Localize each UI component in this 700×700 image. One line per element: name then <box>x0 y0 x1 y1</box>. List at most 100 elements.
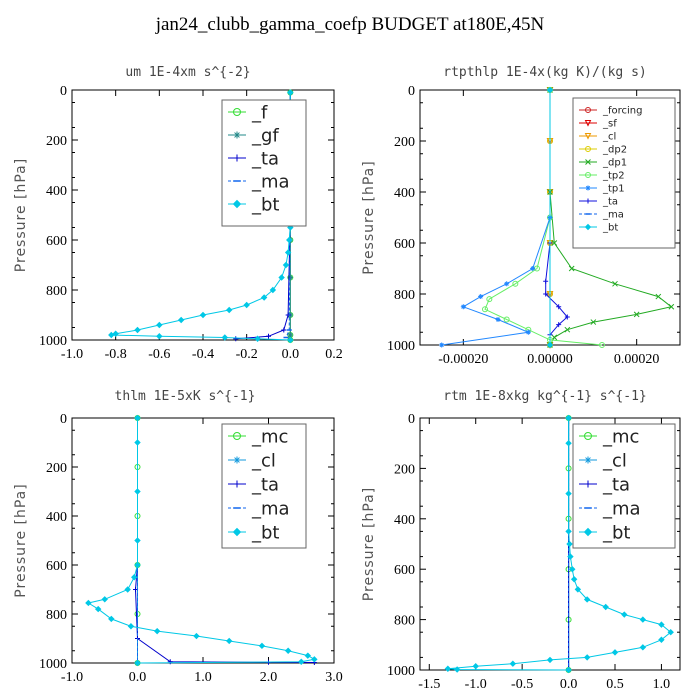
legend-label: _ma <box>251 171 290 192</box>
legend-label: _mc <box>251 426 288 447</box>
data-point <box>566 540 573 548</box>
data-point <box>304 652 312 659</box>
y-tick-label: 0 <box>408 84 415 99</box>
legend: _mc _cl _ta _ma _bt <box>572 423 676 549</box>
y-tick-label: 200 <box>46 461 67 476</box>
x-tick-label: 0.0 <box>282 347 300 362</box>
legend: _mc _cl _ta _ma _bt <box>221 423 307 549</box>
data-point <box>134 659 141 667</box>
data-point <box>565 528 572 535</box>
data-point <box>284 249 292 256</box>
data-point <box>504 281 510 287</box>
data-point <box>543 278 549 284</box>
legend: _forcing _sf _cl _dp2 _dp1 _tp2 _tp1 _ta _ma _bt <box>572 97 676 249</box>
x-tick-label: 1.0 <box>194 670 212 685</box>
data-point <box>134 326 141 334</box>
data-point <box>565 666 572 674</box>
panel-rtpthlp: rtpthlp 1E-4x(kg K)/(kg s) Pressure [hPa]… <box>361 65 681 367</box>
legend-label: _tp1 <box>602 184 625 195</box>
legend-label: _sf <box>602 119 617 130</box>
data-point <box>565 490 572 497</box>
data-point <box>546 86 554 94</box>
x-tick-label: 0.0 <box>129 670 147 685</box>
panel-um: um 1E-4xm s^{-2} Pressure [hPa] 0 200 400 600… <box>13 65 343 362</box>
legend-marker <box>585 198 591 204</box>
data-point <box>85 599 92 607</box>
data-point <box>134 537 141 544</box>
data-point <box>602 603 609 611</box>
data-point <box>612 280 618 287</box>
legend-label: _forcing <box>602 106 643 117</box>
data-point <box>287 275 293 280</box>
legend-label: _ta <box>251 474 279 495</box>
y-tick-label: 800 <box>46 284 67 299</box>
y-tick-label: 600 <box>46 559 67 574</box>
legend-label: _gf <box>251 125 279 146</box>
x-tick-label: 0.5 <box>606 677 624 692</box>
data-point <box>567 553 574 560</box>
data-point <box>266 333 271 339</box>
data-point <box>199 311 207 319</box>
legend-box <box>221 423 307 549</box>
data-point <box>153 627 161 635</box>
data-point <box>453 666 461 673</box>
panel-rtm: rtm 1E-8xkg kg^{-1} s^{-1} Pressure [hPa]… <box>361 389 681 692</box>
y-tick-label: 200 <box>46 134 67 149</box>
legend-label: _dp2 <box>602 145 627 156</box>
x-tick-label: -0.00020 <box>438 352 488 367</box>
data-point <box>590 319 597 325</box>
y-tick-label: 400 <box>46 510 67 525</box>
y-tick-label: 400 <box>46 184 67 199</box>
x-tick-label: -0.5 <box>511 677 533 692</box>
x-tick-label: -1.0 <box>465 677 487 692</box>
legend: _f_gf_ta_ma_bt <box>221 99 307 227</box>
data-point <box>134 414 141 422</box>
legend-marker <box>233 154 241 162</box>
data-point <box>633 311 640 318</box>
legend-box <box>572 423 676 549</box>
y-axis-label: Pressure [hPa] <box>13 158 29 272</box>
data-point <box>546 341 554 349</box>
data-point <box>287 336 294 344</box>
y-axis-label: Pressure [hPa] <box>361 160 377 274</box>
legend-label: _ma <box>602 498 641 519</box>
data-point <box>101 596 108 603</box>
legend-marker <box>585 172 591 178</box>
data-point <box>221 334 229 341</box>
legend-marker <box>233 456 241 464</box>
y-tick-label: 600 <box>394 237 415 252</box>
data-point <box>486 296 493 303</box>
data-point <box>444 665 452 672</box>
legend-label: _bt <box>602 223 618 234</box>
legend-marker <box>232 527 242 537</box>
legend-marker <box>233 432 241 440</box>
series-bt <box>85 414 318 667</box>
data-point <box>439 342 445 348</box>
x-tick-label: -1.5 <box>418 677 440 692</box>
data-point <box>131 574 138 581</box>
x-tick-label: -0.8 <box>105 347 127 362</box>
data-point <box>460 304 466 310</box>
data-point <box>658 636 665 643</box>
data-point <box>233 336 239 342</box>
x-tick-label: 3.0 <box>325 670 343 685</box>
data-point <box>269 286 277 294</box>
panel-title: rtpthlp 1E-4x(kg K)/(kg s) <box>443 65 647 80</box>
data-point <box>260 294 268 301</box>
data-point <box>495 317 501 322</box>
x-tick-label: 1.0 <box>653 677 671 692</box>
panel-thlm: thlm 1E-5xK s^{-1} Pressure [hPa] 0 200 400 6… <box>13 389 343 685</box>
y-tick-label: 800 <box>46 608 67 623</box>
data-point <box>574 586 582 593</box>
x-tick-label: 0.2 <box>325 347 343 362</box>
legend-marker <box>233 108 241 116</box>
legend-marker <box>584 456 592 464</box>
legend-label: _bt <box>251 194 279 215</box>
y-axis-label: Pressure [hPa] <box>361 487 377 601</box>
series-line <box>484 90 603 346</box>
data-point <box>503 316 510 323</box>
series-line <box>441 90 551 346</box>
x-tick-label: 0.00020 <box>614 352 660 367</box>
y-tick-label: 800 <box>394 614 415 629</box>
y-tick-label: 1000 <box>387 664 415 679</box>
